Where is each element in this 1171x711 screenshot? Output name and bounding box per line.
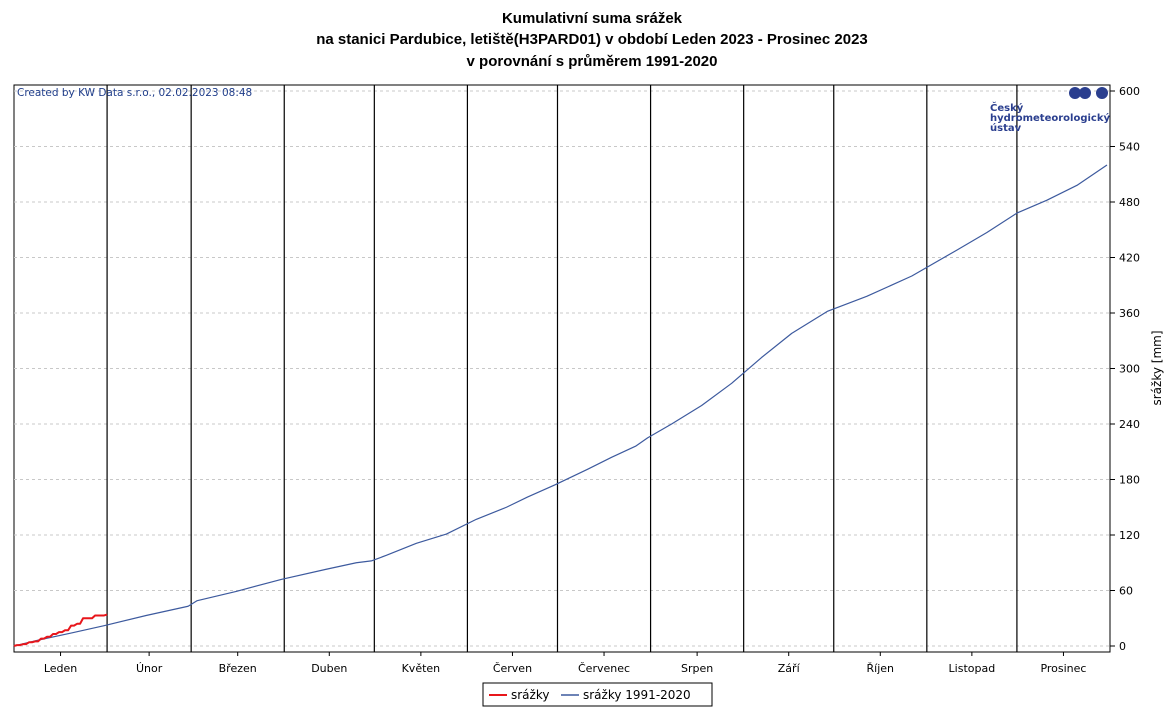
y-axis-label: srážky [mm]	[1150, 330, 1164, 405]
data-series	[13, 164, 1108, 647]
logo-text-line-2: hydrometeorologický	[990, 112, 1110, 124]
x-tick-label: Prosinec	[1040, 662, 1086, 675]
credit-text: Created by KW Data s.r.o., 02.02.2023 08…	[17, 87, 252, 99]
x-tick-label: Červenec	[578, 662, 630, 675]
x-tick-label: Listopad	[949, 662, 996, 675]
chmi-logo: Český hydrometeorologický ústav	[990, 87, 1110, 134]
x-tick-label: Srpen	[681, 662, 713, 675]
series-line-srazky-1991-2020	[13, 164, 1108, 647]
y-tick-label: 300	[1119, 363, 1140, 376]
x-tick-label: Červen	[493, 662, 532, 675]
x-tick-label: Březen	[219, 662, 257, 675]
legend-label-srazky-1991-2020: srážky 1991-2020	[583, 688, 691, 702]
y-tick-label: 600	[1119, 85, 1140, 98]
chart-title-line-1: Kumulativní suma srážek	[502, 10, 683, 27]
logo-text-line-3: ústav	[990, 122, 1022, 134]
y-tick-label: 240	[1119, 418, 1140, 431]
x-tick-label: Květen	[402, 662, 441, 675]
x-tick-label: Duben	[311, 662, 347, 675]
legend: srážky srážky 1991-2020	[482, 682, 713, 707]
y-tick-label: 420	[1119, 252, 1140, 265]
y-axis-ticks: 0 60 120 180 240 300 360 420 480 540 600	[1110, 85, 1140, 653]
y-tick-label: 60	[1119, 585, 1133, 598]
logo-circle-right-icon	[1096, 87, 1108, 99]
logo-circle-mid-icon	[1079, 87, 1091, 99]
y-tick-label: 0	[1119, 640, 1126, 653]
x-tick-label: Říjen	[867, 662, 895, 675]
y-tick-label: 480	[1119, 196, 1140, 209]
logo-circle-left-icon	[1069, 87, 1081, 99]
month-separators	[106, 85, 1018, 652]
legend-label-srazky: srážky	[511, 688, 549, 702]
y-tick-label: 360	[1119, 307, 1140, 320]
x-tick-label: Únor	[136, 662, 163, 675]
x-tick-label: Září	[778, 662, 801, 675]
y-tick-label: 180	[1119, 474, 1140, 487]
legend-box	[482, 682, 713, 707]
y-tick-label: 120	[1119, 529, 1140, 542]
chart-title-line-3: v porovnání s průměrem 1991-2020	[467, 53, 718, 70]
logo-text-line-1: Český	[990, 101, 1024, 114]
y-tick-label: 540	[1119, 141, 1140, 154]
x-axis-month-labels: Leden Únor Březen Duben Květen Červen Červenec…	[44, 652, 1086, 675]
chart-title-line-2: na stanici Pardubice, letiště(H3PARD01) …	[316, 31, 868, 48]
x-tick-label: Leden	[44, 662, 77, 675]
series-line-srazky	[13, 613, 108, 647]
